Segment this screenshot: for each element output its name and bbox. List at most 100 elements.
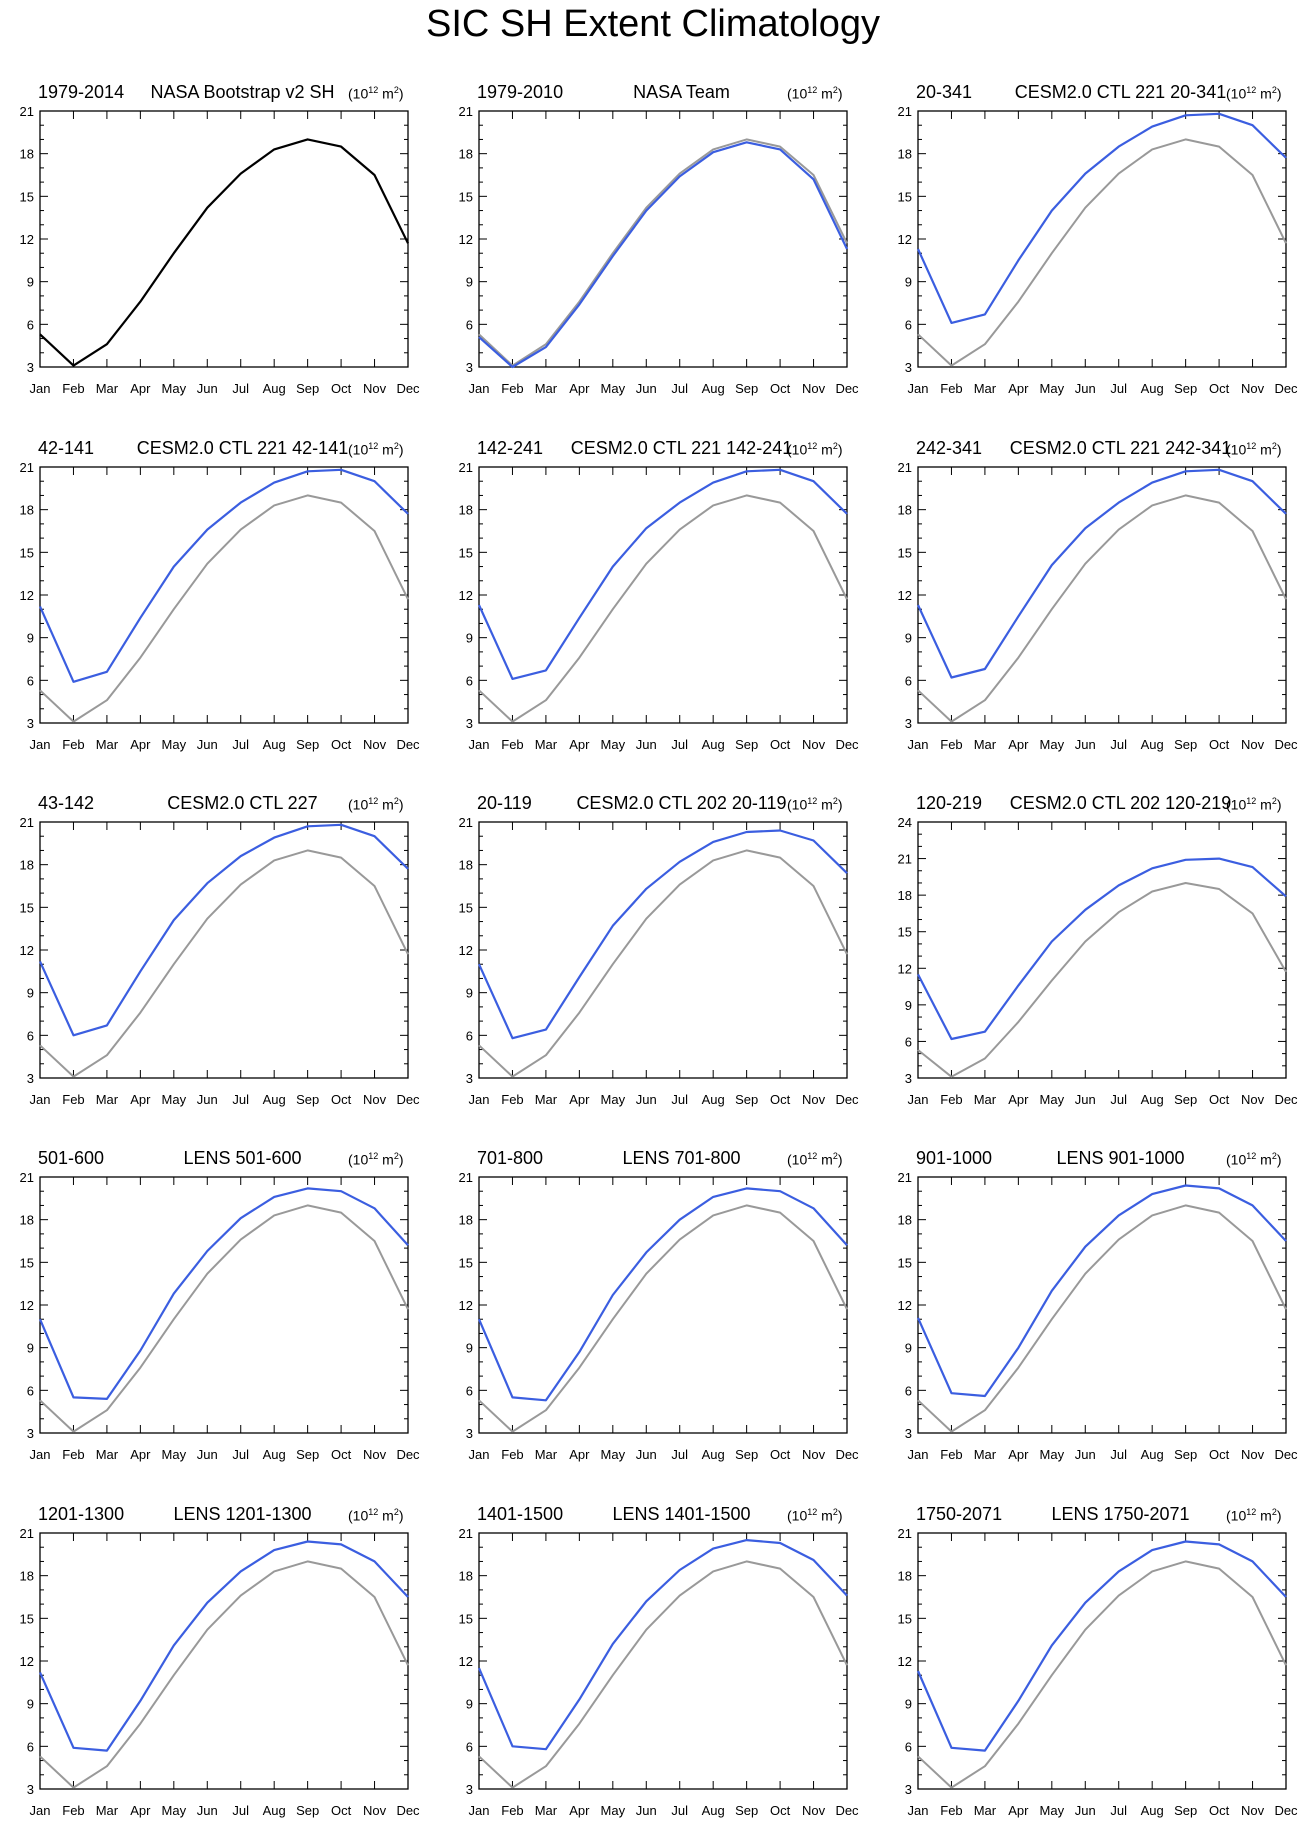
series-line-model bbox=[477, 1187, 848, 1402]
x-tick-label: Dec bbox=[835, 1803, 859, 1818]
x-tick-label: Jan bbox=[908, 381, 929, 396]
y-tick-label: 12 bbox=[898, 961, 912, 976]
x-tick-label: Dec bbox=[1274, 381, 1298, 396]
x-tick-label: Nov bbox=[802, 1803, 826, 1818]
y-tick-label: 12 bbox=[20, 232, 34, 247]
y-tick-label: 12 bbox=[459, 1654, 473, 1669]
y-tick-label: 18 bbox=[459, 147, 473, 162]
x-tick-label: Jul bbox=[1110, 381, 1127, 396]
x-tick-label: May bbox=[601, 1803, 626, 1818]
x-tick-label: Mar bbox=[535, 1447, 558, 1462]
y-tick-label: 18 bbox=[459, 503, 473, 518]
x-tick-label: Feb bbox=[62, 1447, 84, 1462]
x-tick-label: Dec bbox=[1274, 1803, 1298, 1818]
x-tick-label: Jun bbox=[1075, 1803, 1096, 1818]
x-tick-label: Jan bbox=[30, 1803, 51, 1818]
x-tick-label: Jul bbox=[1110, 1803, 1127, 1818]
y-tick-label: 12 bbox=[898, 232, 912, 247]
y-tick-label: 6 bbox=[27, 317, 34, 332]
x-tick-label: May bbox=[162, 1803, 187, 1818]
panel-title: CESM2.0 CTL 202 120-219 bbox=[1009, 793, 1232, 813]
panel-title: CESM2.0 CTL 221 142-241 bbox=[570, 438, 793, 458]
x-tick-label: Feb bbox=[501, 381, 523, 396]
chart-panel-8: 3 6 9 12 15 18 21 Jan Feb Mar Apr May Jun Jul Aug Sep Oc… bbox=[459, 815, 860, 1107]
y-tick-label: 21 bbox=[898, 1170, 912, 1185]
x-tick-label: Apr bbox=[130, 737, 151, 752]
x-tick-label: Mar bbox=[535, 381, 558, 396]
x-tick-label: Mar bbox=[96, 1447, 119, 1462]
x-tick-label: Aug bbox=[263, 737, 286, 752]
chart-panel-15: 3 6 9 12 15 18 21 Jan Feb Mar Apr May Jun Jul Aug Sep Oc… bbox=[898, 1526, 1299, 1818]
y-tick-label: 21 bbox=[459, 1526, 473, 1541]
x-tick-label: Apr bbox=[130, 1803, 151, 1818]
x-tick-label: Mar bbox=[974, 1447, 997, 1462]
series-line-model bbox=[917, 857, 1287, 1041]
series-line-reference bbox=[917, 882, 1287, 1078]
x-tick-label: Apr bbox=[130, 381, 151, 396]
y-tick-label: 6 bbox=[466, 317, 473, 332]
chart-panel-14: 3 6 9 12 15 18 21 Jan Feb Mar Apr May Jun Jul Aug Sep Oc… bbox=[459, 1526, 860, 1818]
y-tick-label: 15 bbox=[20, 189, 34, 204]
x-tick-label: Feb bbox=[62, 737, 84, 752]
y-tick-label: 3 bbox=[466, 716, 473, 731]
x-tick-label: Jul bbox=[1110, 1092, 1127, 1107]
x-tick-label: Dec bbox=[835, 737, 859, 752]
y-tick-label: 9 bbox=[466, 631, 473, 646]
series-line-reference bbox=[917, 494, 1287, 723]
panel-period-label: 42-141 bbox=[38, 438, 95, 458]
y-tick-label: 18 bbox=[20, 858, 34, 873]
series-line-reference bbox=[917, 138, 1287, 367]
panel-period-label: 1401-1500 bbox=[477, 1504, 564, 1524]
panel-period-label: 1750-2071 bbox=[916, 1504, 1003, 1524]
x-tick-label: Oct bbox=[331, 1447, 352, 1462]
x-tick-label: Oct bbox=[770, 1092, 791, 1107]
x-tick-label: Sep bbox=[296, 1092, 319, 1107]
x-tick-label: Jul bbox=[232, 1803, 249, 1818]
series-line-model bbox=[917, 468, 1287, 679]
unit-label: (1012 m2) bbox=[787, 441, 843, 458]
panel-title: LENS 901-1000 bbox=[1056, 1148, 1185, 1168]
x-tick-label: Sep bbox=[735, 381, 758, 396]
x-tick-label: Sep bbox=[735, 1803, 758, 1818]
x-tick-label: Dec bbox=[396, 737, 420, 752]
x-tick-label: Aug bbox=[263, 1803, 286, 1818]
unit-label: (1012 m2) bbox=[787, 1507, 843, 1524]
series-line-model bbox=[38, 1540, 409, 1752]
series-line-model bbox=[477, 829, 848, 1040]
plot-frame bbox=[39, 1176, 409, 1434]
y-tick-label: 12 bbox=[20, 588, 34, 603]
x-tick-label: Jan bbox=[469, 381, 490, 396]
y-tick-label: 18 bbox=[898, 503, 912, 518]
y-tick-label: 3 bbox=[905, 1782, 912, 1797]
y-tick-label: 15 bbox=[459, 545, 473, 560]
chart-panel-4: 3 6 9 12 15 18 21 Jan Feb Mar Apr May Jun Jul Aug Sep Oc… bbox=[20, 460, 421, 752]
x-tick-label: May bbox=[601, 1447, 626, 1462]
panel-title: CESM2.0 CTL 202 20-119 bbox=[576, 793, 787, 813]
y-tick-label: 9 bbox=[905, 998, 912, 1013]
y-tick-label: 9 bbox=[905, 1697, 912, 1712]
x-tick-label: Oct bbox=[331, 737, 352, 752]
x-tick-label: Jan bbox=[30, 1447, 51, 1462]
x-tick-label: Jan bbox=[908, 737, 929, 752]
x-tick-label: Aug bbox=[1141, 1447, 1164, 1462]
y-tick-label: 6 bbox=[905, 1739, 912, 1754]
x-tick-label: Jun bbox=[636, 737, 657, 752]
unit-label: (1012 m2) bbox=[1226, 796, 1282, 813]
x-tick-label: Oct bbox=[770, 1447, 791, 1462]
y-tick-label: 18 bbox=[898, 1213, 912, 1228]
x-tick-label: Jun bbox=[636, 1803, 657, 1818]
unit-label: (1012 m2) bbox=[1226, 85, 1282, 102]
x-tick-label: May bbox=[162, 1447, 187, 1462]
y-tick-label: 18 bbox=[459, 858, 473, 873]
panel-period-label: 43-142 bbox=[38, 793, 95, 813]
unit-label: (1012 m2) bbox=[348, 1151, 404, 1168]
x-tick-label: Jun bbox=[197, 1447, 218, 1462]
y-tick-label: 6 bbox=[905, 673, 912, 688]
x-tick-label: Jan bbox=[469, 1803, 490, 1818]
x-tick-label: Sep bbox=[1174, 381, 1197, 396]
x-tick-label: Nov bbox=[363, 1803, 387, 1818]
x-tick-label: Oct bbox=[331, 381, 352, 396]
x-tick-label: Jan bbox=[30, 1092, 51, 1107]
y-tick-label: 3 bbox=[27, 1782, 34, 1797]
y-tick-label: 3 bbox=[466, 360, 473, 375]
